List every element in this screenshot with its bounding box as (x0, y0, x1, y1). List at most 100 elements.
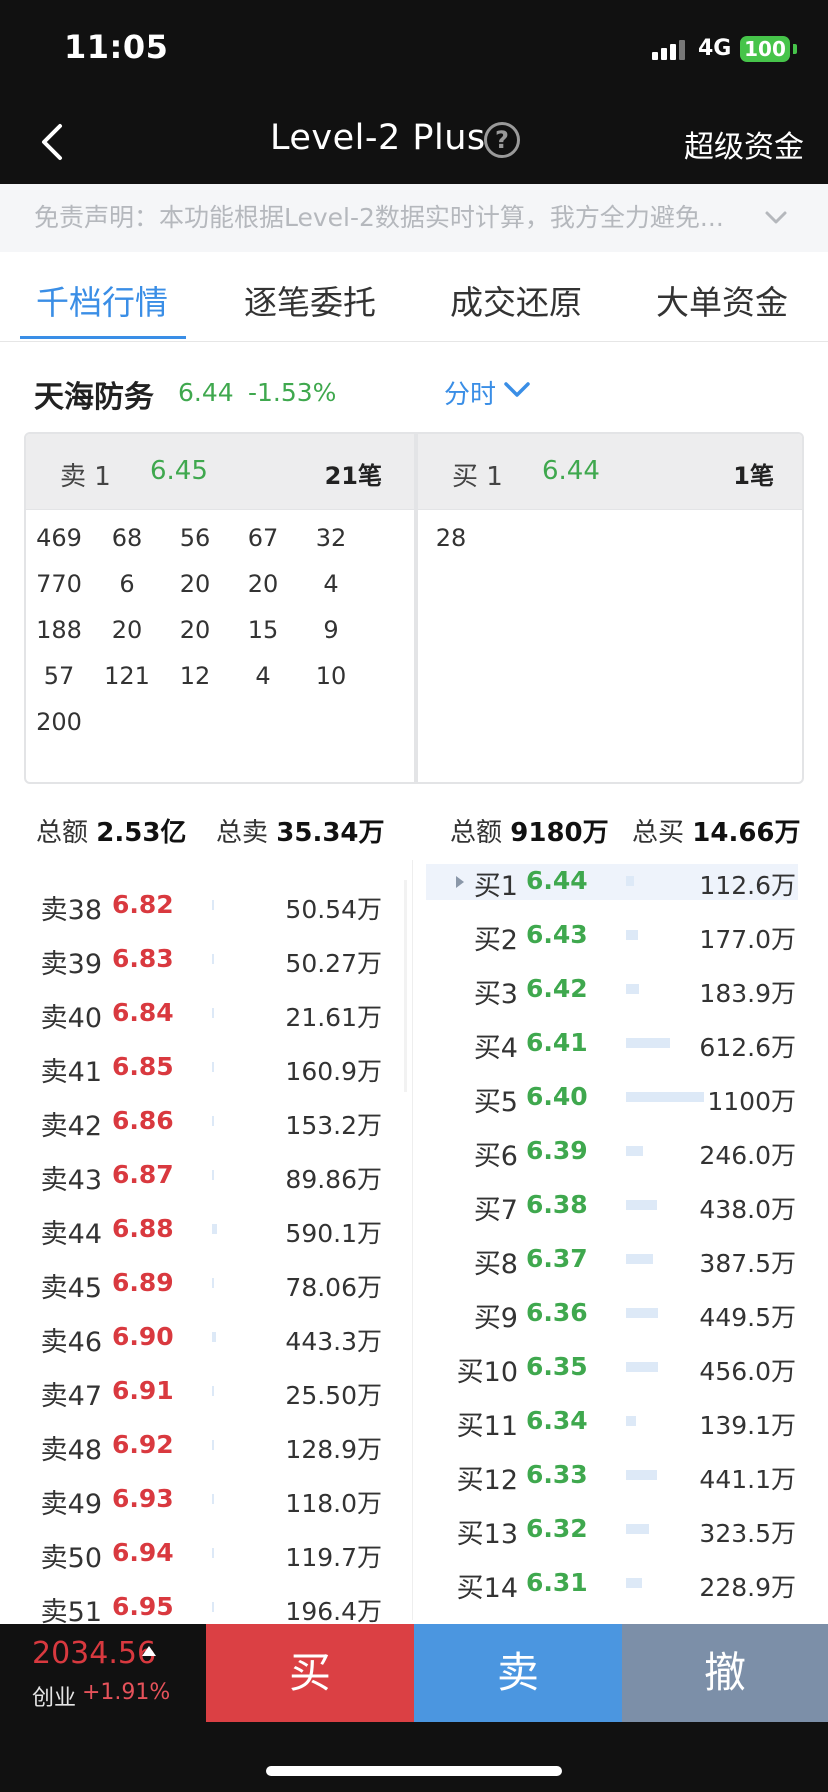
up-arrow-icon (142, 1646, 156, 1656)
buy-book-row[interactable]: 买14 6.31 228.9万 (420, 1556, 800, 1610)
sell-queue-order: 67 (247, 524, 279, 552)
sell-book-row[interactable]: 卖50 6.94 119.7万 (0, 1526, 400, 1580)
buy-volume-bar (626, 1038, 670, 1048)
buy-book-row[interactable]: 买3 6.42 183.9万 (420, 962, 800, 1016)
tab-trade-replay[interactable]: 成交还原 (450, 283, 582, 322)
buy-level-amount: 441.1万 (699, 1465, 796, 1494)
sell-level-price: 6.45 (150, 456, 208, 486)
sell-book-row[interactable]: 卖48 6.92 128.9万 (0, 1418, 400, 1472)
sell-book-row[interactable]: 卖38 6.82 50.54万 (0, 878, 400, 932)
buy-level-label: 买12 (456, 1465, 518, 1496)
sell-volume-bar (212, 1008, 214, 1018)
buy-level-label: 买8 (473, 1249, 518, 1280)
disclaimer-text: 免责声明：本功能根据Level-2数据实时计算，我方全力避免... (34, 203, 724, 232)
sell-queue-order: 6 (119, 570, 135, 598)
buy-level-price: 6.34 (526, 1406, 588, 1435)
sell-book-row[interactable]: 卖45 6.89 78.06万 (0, 1256, 400, 1310)
buy-book-row[interactable]: 买1 6.44 112.6万 (420, 854, 800, 908)
sell-sum-value: 35.34万 (276, 818, 385, 848)
sell-level-amount: 196.4万 (285, 1597, 382, 1626)
buy-book-row[interactable]: 买12 6.33 441.1万 (420, 1448, 800, 1502)
sell-queue-order: 10 (315, 662, 347, 690)
sell-queue-order: 12 (179, 662, 211, 690)
sell-book-row[interactable]: 卖43 6.87 89.86万 (0, 1148, 400, 1202)
chevron-down-icon[interactable] (764, 206, 788, 230)
buy-book-row[interactable]: 买11 6.34 139.1万 (420, 1394, 800, 1448)
sell-level-label: 卖40 (40, 1003, 102, 1034)
sell-book-row[interactable]: 卖41 6.85 160.9万 (0, 1040, 400, 1094)
tab-tick-orders[interactable]: 逐笔委托 (244, 283, 376, 322)
buy-level-label: 买13 (456, 1519, 518, 1550)
sell-book-row[interactable]: 卖42 6.86 153.2万 (0, 1094, 400, 1148)
tab-order-book[interactable]: 千档行情 (36, 283, 168, 322)
buy-book-row[interactable]: 买5 6.40 1100万 (420, 1070, 800, 1124)
sell-book-row[interactable]: 卖49 6.93 118.0万 (0, 1472, 400, 1526)
buy-book-row[interactable]: 买13 6.32 323.5万 (420, 1502, 800, 1556)
stock-name: 天海防务 (34, 380, 154, 415)
sell-level-price: 6.93 (112, 1484, 174, 1513)
sell-book-row[interactable]: 卖47 6.91 25.50万 (0, 1364, 400, 1418)
sell-book-row[interactable]: 卖40 6.84 21.61万 (0, 986, 400, 1040)
sell-volume-bar (212, 1494, 214, 1504)
cancel-order-button[interactable]: 撤 (622, 1624, 828, 1722)
sell-scroll-indicator[interactable] (404, 880, 407, 1092)
buy-total-value: 9180万 (510, 818, 609, 848)
buy-sum-value: 14.66万 (692, 818, 801, 848)
buy-button[interactable]: 买 (206, 1624, 414, 1722)
period-selector[interactable]: 分时 (444, 380, 497, 410)
current-level-marker-icon (456, 876, 464, 888)
sell-level-label: 卖 1 (60, 462, 111, 492)
buy-level-label: 买 1 (452, 462, 503, 492)
help-icon[interactable]: ? (484, 122, 520, 158)
sell-volume-bar (212, 1224, 217, 1234)
buy-volume-bar (626, 1146, 643, 1156)
sell-level-label: 卖42 (40, 1111, 102, 1142)
sell-book-row[interactable]: 卖39 6.83 50.27万 (0, 932, 400, 986)
super-funds-link[interactable]: 超级资金 (684, 130, 804, 165)
sell-volume-bar (212, 900, 214, 910)
index-ticker[interactable]: 2034.56 创业 +1.91% (0, 1624, 206, 1722)
buy-level-amount: 612.6万 (699, 1033, 796, 1062)
buy-book-row[interactable]: 买7 6.38 438.0万 (420, 1178, 800, 1232)
home-indicator[interactable] (266, 1766, 562, 1776)
disclaimer-bar[interactable]: 免责声明：本功能根据Level-2数据实时计算，我方全力避免... (0, 184, 828, 252)
buy-queue-order: 28 (435, 524, 467, 552)
sell-total-label: 总额 (36, 818, 89, 848)
stock-price: 6.44 (178, 378, 234, 407)
back-arrow-icon[interactable] (34, 122, 74, 162)
sell-queue-order: 188 (36, 616, 82, 644)
order-queue-panel: 卖 1 6.45 21笔 469 68 56 67 32 770 6 20 20 4 188 20 20… (24, 432, 804, 784)
buy-level-amount: 139.1万 (699, 1411, 796, 1440)
sell-book-row[interactable]: 卖51 6.95 196.4万 (0, 1580, 400, 1634)
sell-queue-order: 15 (247, 616, 279, 644)
buy-level-amount: 1100万 (707, 1087, 796, 1116)
sell-sum: 总卖 35.34万 (216, 812, 385, 849)
buy-volume-bar (626, 876, 634, 886)
buy-level-price: 6.38 (526, 1190, 588, 1219)
home-indicator-area (0, 1722, 828, 1792)
tab-bar: 千档行情 逐笔委托 成交还原 大单资金 (0, 252, 828, 342)
buy-level-amount: 177.0万 (699, 925, 796, 954)
sell-queue-order: 121 (104, 662, 150, 690)
buy-book-row[interactable]: 买10 6.35 456.0万 (420, 1340, 800, 1394)
sell-level-label: 卖46 (40, 1327, 102, 1358)
sell-book-row[interactable]: 卖44 6.88 590.1万 (0, 1202, 400, 1256)
buy-book-row[interactable]: 买6 6.39 246.0万 (420, 1124, 800, 1178)
buy-order-count: 1笔 (733, 462, 774, 490)
buy-book-row[interactable]: 买8 6.37 387.5万 (420, 1232, 800, 1286)
sell-button[interactable]: 卖 (414, 1624, 622, 1722)
sell-volume-bar (212, 1548, 214, 1558)
buy-level-price: 6.42 (526, 974, 588, 1003)
sell-level-label: 卖50 (40, 1543, 102, 1574)
sell-queue-order: 20 (179, 616, 211, 644)
buy-level-price: 6.32 (526, 1514, 588, 1543)
buy-level-price: 6.37 (526, 1244, 588, 1273)
sell-book-row[interactable]: 卖46 6.90 443.3万 (0, 1310, 400, 1364)
buy-book-row[interactable]: 买9 6.36 449.5万 (420, 1286, 800, 1340)
buy-level-price: 6.44 (542, 456, 600, 486)
chevron-down-icon[interactable] (502, 378, 532, 402)
buy-book-row[interactable]: 买2 6.43 177.0万 (420, 908, 800, 962)
tab-big-order-funds[interactable]: 大单资金 (656, 283, 788, 322)
buy-book-row[interactable]: 买4 6.41 612.6万 (420, 1016, 800, 1070)
buy-volume-bar (626, 1308, 658, 1318)
